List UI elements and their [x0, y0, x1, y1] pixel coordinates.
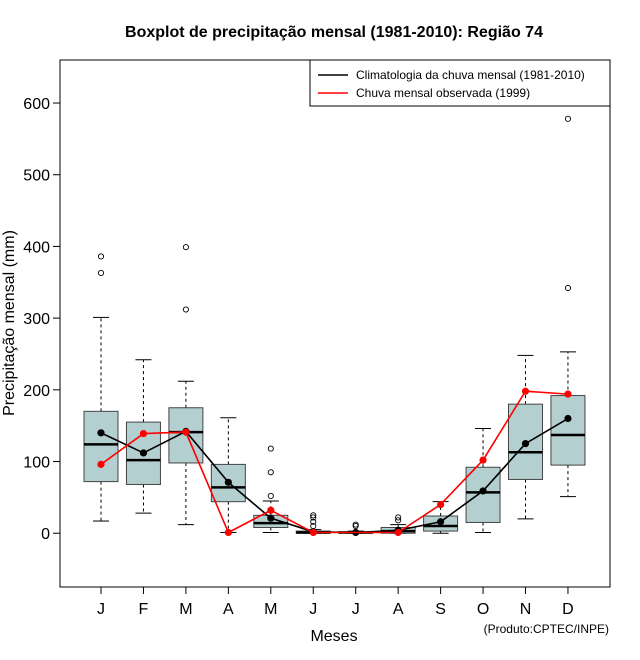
series-point-1 — [309, 528, 317, 537]
box-3 — [168, 244, 204, 526]
series-point-0 — [521, 439, 530, 448]
x-tick-label: O — [477, 601, 489, 618]
y-tick-label: 200 — [23, 383, 50, 400]
series-point-1 — [479, 456, 487, 464]
credit-text: (Produto:CPTEC/INPE) — [484, 622, 609, 636]
x-tick-label: F — [139, 601, 149, 618]
outlier-point — [97, 253, 105, 260]
outlier-point — [182, 306, 189, 313]
x-axis-label: Meses — [310, 628, 357, 645]
series-point-1 — [394, 528, 402, 537]
outlier-point — [395, 514, 402, 521]
x-tick-label: A — [393, 601, 404, 618]
x-tick-label: M — [264, 601, 277, 618]
x-tick-label: A — [223, 601, 234, 618]
y-tick-label: 300 — [23, 311, 50, 328]
series-point-1 — [224, 528, 232, 537]
outlier-point — [352, 521, 359, 528]
series-point-1 — [437, 500, 445, 509]
series-point-1 — [521, 387, 530, 395]
x-tick-label: J — [97, 601, 105, 618]
y-tick-label: 100 — [23, 455, 50, 472]
series-point-1 — [139, 429, 148, 438]
y-axis: 0 100 200 300 400 500 600 — [23, 96, 60, 543]
boxes — [83, 115, 586, 534]
box-iqr — [465, 466, 501, 523]
box-iqr — [550, 395, 586, 466]
y-tick-label: 0 — [41, 526, 50, 543]
series-point-0 — [224, 478, 232, 486]
box-12 — [550, 115, 586, 498]
series-point-0 — [437, 518, 445, 526]
x-tick-label: M — [179, 601, 192, 618]
box-10 — [465, 428, 501, 534]
series-point-0 — [267, 514, 275, 522]
outlier-point — [182, 244, 189, 251]
outlier-point — [310, 514, 317, 521]
outlier-point — [267, 445, 274, 452]
outlier-point — [267, 469, 274, 476]
x-tick-label: N — [520, 601, 532, 618]
outlier-point — [97, 269, 105, 277]
series-point-1 — [564, 390, 572, 398]
x-tick-label: J — [352, 601, 360, 618]
x-tick-label: S — [435, 601, 446, 618]
legend-label-climatology: Climatologia da chuva mensal (1981-2010) — [356, 68, 585, 82]
box-1 — [83, 253, 119, 522]
outlier-point — [310, 518, 317, 525]
plot-frame — [59, 59, 611, 588]
series-point-0 — [564, 414, 572, 423]
series-point-0 — [139, 449, 148, 457]
legend-label-observed: Chuva mensal observada (1999) — [356, 86, 530, 100]
y-axis-label: Precipitação mensal (mm) — [1, 230, 18, 416]
series-point-1 — [97, 460, 105, 468]
legend-box — [309, 59, 611, 107]
outlier-point — [267, 492, 274, 499]
series-point-1 — [182, 428, 190, 436]
outlier-point — [564, 284, 572, 292]
box-4 — [210, 417, 246, 534]
box-iqr — [83, 410, 119, 483]
y-tick-label: 400 — [23, 239, 50, 256]
series-point-0 — [97, 429, 105, 437]
y-tick-label: 500 — [23, 168, 50, 185]
outlier-point — [564, 115, 572, 122]
series-lines — [97, 387, 572, 537]
series-point-0 — [479, 487, 487, 495]
legend: Climatologia da chuva mensal (1981-2010)… — [309, 59, 611, 107]
series-point-1 — [267, 506, 275, 514]
chart-title: Boxplot de precipitação mensal (1981-201… — [125, 24, 543, 41]
outlier-point — [395, 517, 402, 524]
y-tick-label: 600 — [23, 96, 50, 113]
x-tick-label: J — [309, 601, 317, 618]
outlier-point — [310, 512, 317, 519]
x-tick-label: D — [562, 601, 574, 618]
